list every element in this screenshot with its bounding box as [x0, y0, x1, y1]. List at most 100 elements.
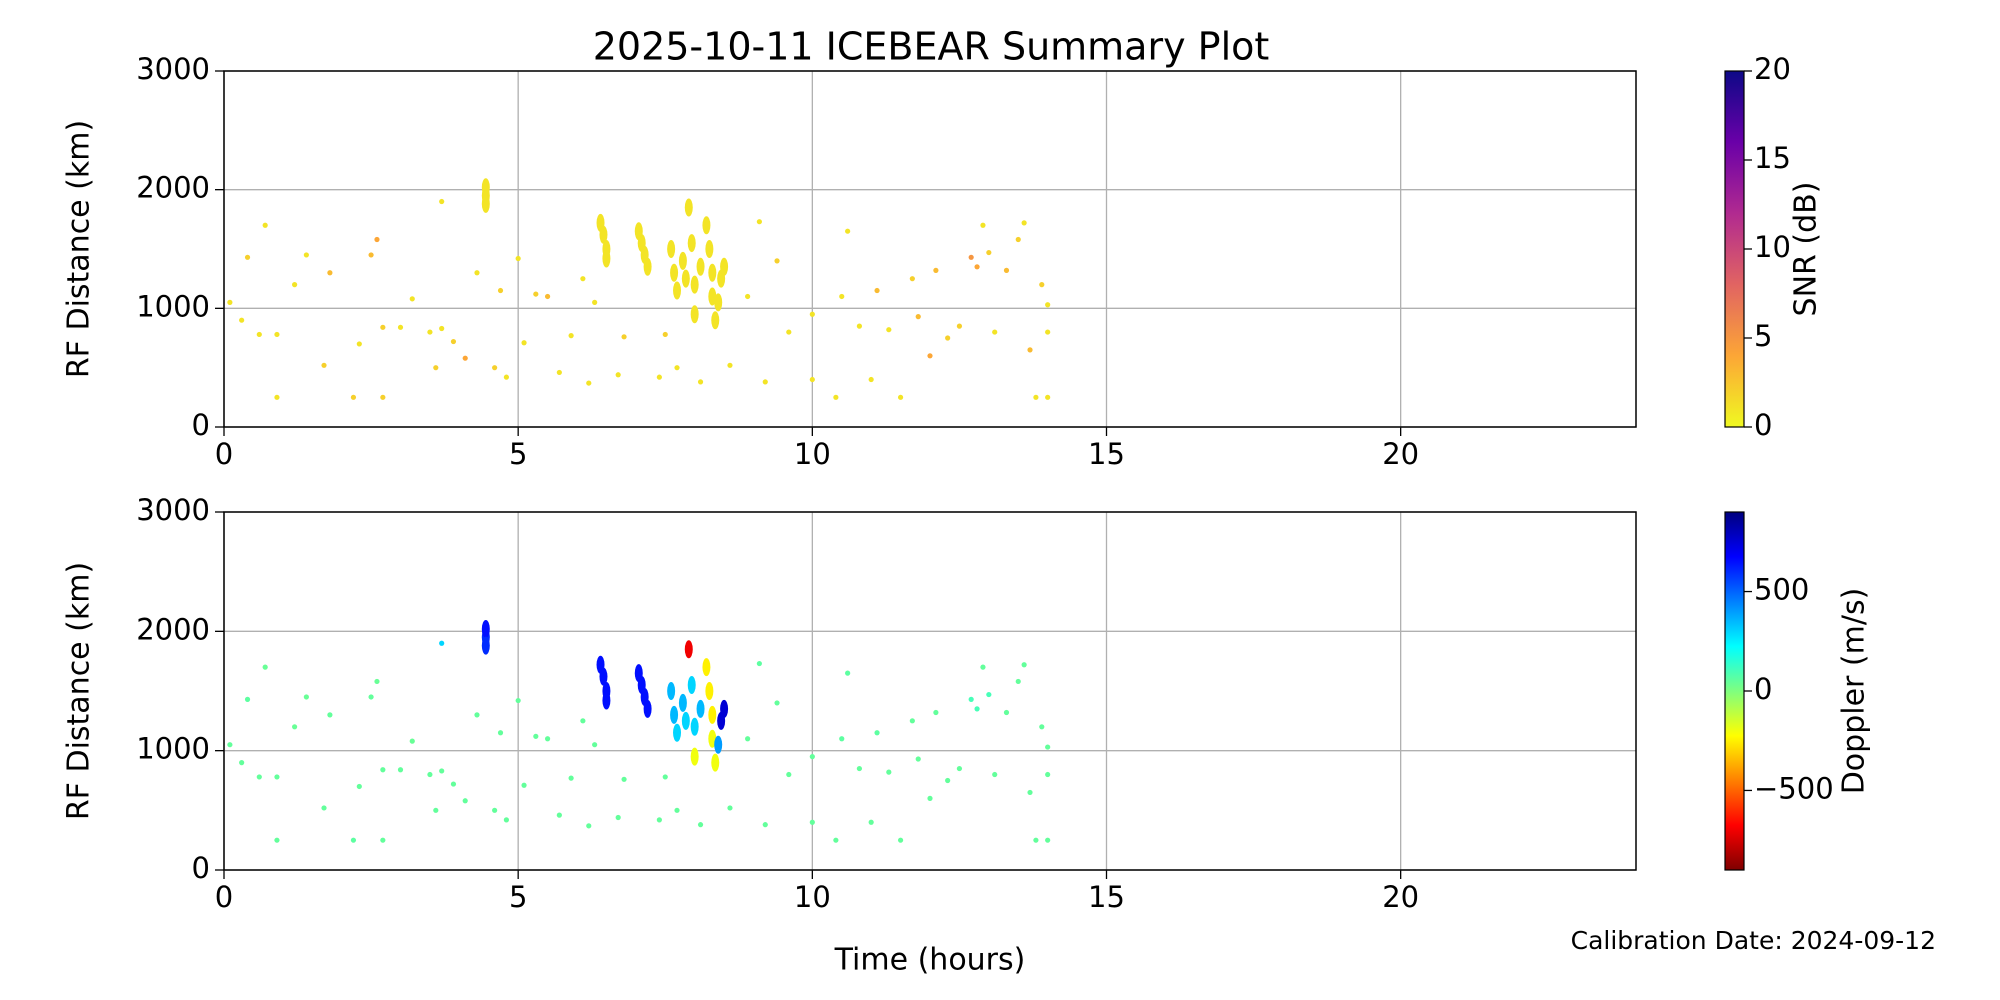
data-point	[239, 760, 245, 766]
data-point	[599, 667, 608, 686]
data-point	[711, 311, 720, 330]
colorbar-label: SNR (dB)	[1789, 182, 1824, 317]
data-point	[968, 254, 974, 260]
data-point	[303, 252, 309, 258]
data-point	[727, 362, 733, 368]
data-point	[380, 767, 386, 773]
data-point	[673, 281, 682, 300]
data-point	[580, 718, 586, 724]
y-tick-label: 3000	[136, 493, 210, 527]
x-tick-label: 5	[509, 437, 527, 471]
data-point	[350, 837, 357, 843]
data-point	[497, 730, 504, 736]
data-point	[615, 814, 621, 821]
data-point	[592, 742, 598, 748]
data-point	[886, 769, 892, 775]
data-point	[809, 376, 815, 383]
data-point	[380, 394, 386, 400]
data-point	[727, 805, 733, 811]
data-point	[674, 807, 680, 813]
x-tick-label: 20	[1382, 437, 1419, 471]
data-point	[433, 807, 439, 813]
colorbar-tick-label: 0	[1754, 408, 1772, 442]
data-point	[374, 236, 380, 243]
data-point	[1003, 709, 1010, 716]
data-point	[856, 323, 863, 329]
data-point	[374, 678, 380, 685]
data-point	[450, 338, 457, 345]
data-point	[705, 682, 714, 700]
data-point	[262, 222, 268, 228]
data-point	[845, 670, 851, 676]
data-point	[521, 782, 527, 788]
data-point	[1021, 662, 1027, 668]
data-point	[809, 311, 815, 317]
data-point	[481, 178, 490, 197]
data-point	[786, 329, 792, 335]
data-point	[674, 365, 680, 371]
data-point	[327, 270, 333, 276]
data-point	[956, 323, 963, 329]
data-point	[368, 252, 374, 258]
data-point	[503, 374, 509, 380]
data-point	[380, 837, 386, 843]
data-point	[839, 293, 845, 300]
data-point	[462, 355, 468, 361]
data-point	[833, 837, 839, 843]
data-point	[274, 837, 280, 843]
data-point	[702, 658, 711, 677]
x-tick-label: 20	[1382, 880, 1419, 914]
data-point	[568, 333, 574, 339]
data-point	[1033, 394, 1039, 400]
data-point	[909, 276, 915, 282]
x-tick-label: 10	[794, 880, 831, 914]
data-point	[244, 696, 251, 702]
data-point	[544, 736, 551, 742]
data-point	[439, 198, 445, 205]
data-point	[1045, 394, 1051, 400]
data-point	[662, 774, 668, 780]
data-point	[714, 735, 723, 754]
data-point	[1015, 678, 1021, 685]
data-point	[762, 379, 768, 385]
colorbar-tick-label: −500	[1754, 771, 1834, 805]
chart-title: 2025-10-11 ICEBEAR Summary Plot	[593, 25, 1270, 69]
data-point	[503, 817, 509, 823]
y-tick-label: 1000	[136, 289, 210, 323]
data-point	[227, 299, 233, 305]
data-point	[409, 296, 415, 302]
data-point	[927, 353, 933, 359]
data-point	[681, 269, 690, 288]
data-point	[497, 287, 504, 294]
data-point	[684, 640, 693, 659]
x-axis-label: Time (hours)	[834, 943, 1026, 978]
data-point	[439, 640, 445, 646]
data-point	[690, 305, 699, 324]
data-point	[684, 198, 693, 217]
plot-frame	[223, 70, 1637, 428]
data-point	[239, 317, 245, 323]
data-point	[845, 228, 851, 234]
data-point	[696, 699, 705, 718]
y-axis-label: RF Distance (km)	[62, 120, 97, 378]
data-point	[474, 712, 480, 718]
data-point	[974, 706, 980, 712]
data-point	[602, 691, 611, 710]
data-point	[1039, 282, 1045, 288]
data-point	[592, 299, 598, 305]
colorbar-tick-label: 0	[1754, 672, 1772, 706]
data-point	[533, 733, 539, 739]
x-tick-label: 0	[215, 880, 233, 914]
data-point	[678, 693, 687, 712]
data-point	[745, 293, 751, 300]
data-point	[662, 331, 668, 338]
data-point	[786, 771, 792, 778]
data-point	[986, 249, 992, 256]
data-point	[1003, 267, 1010, 273]
data-point	[321, 362, 327, 368]
data-point	[762, 822, 768, 828]
colorbar-tick-label: 20	[1754, 52, 1791, 86]
data-point	[481, 194, 490, 213]
data-point	[621, 334, 627, 340]
y-tick-label: 3000	[136, 52, 210, 86]
